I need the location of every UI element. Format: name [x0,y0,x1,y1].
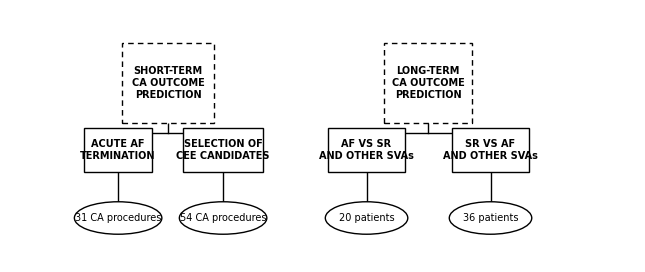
Ellipse shape [74,202,162,234]
Text: 54 CA procedures: 54 CA procedures [180,213,266,223]
Text: AF VS SR
AND OTHER SVAs: AF VS SR AND OTHER SVAs [319,139,414,161]
FancyBboxPatch shape [122,43,214,123]
FancyBboxPatch shape [84,128,152,172]
Ellipse shape [179,202,267,234]
Text: 31 CA procedures: 31 CA procedures [75,213,161,223]
Text: SR VS AF
AND OTHER SVAs: SR VS AF AND OTHER SVAs [443,139,538,161]
Ellipse shape [325,202,408,234]
Text: 20 patients: 20 patients [339,213,394,223]
Text: SHORT-TERM
CA OUTCOME
PREDICTION: SHORT-TERM CA OUTCOME PREDICTION [132,66,204,100]
Text: LONG-TERM
CA OUTCOME
PREDICTION: LONG-TERM CA OUTCOME PREDICTION [392,66,464,100]
Text: ACUTE AF
TERMINATION: ACUTE AF TERMINATION [81,139,156,161]
Text: SELECTION OF
CEE CANDIDATES: SELECTION OF CEE CANDIDATES [176,139,270,161]
FancyBboxPatch shape [328,128,405,172]
Ellipse shape [450,202,531,234]
FancyBboxPatch shape [384,43,471,123]
Text: 36 patients: 36 patients [462,213,519,223]
FancyBboxPatch shape [451,128,530,172]
FancyBboxPatch shape [183,128,263,172]
